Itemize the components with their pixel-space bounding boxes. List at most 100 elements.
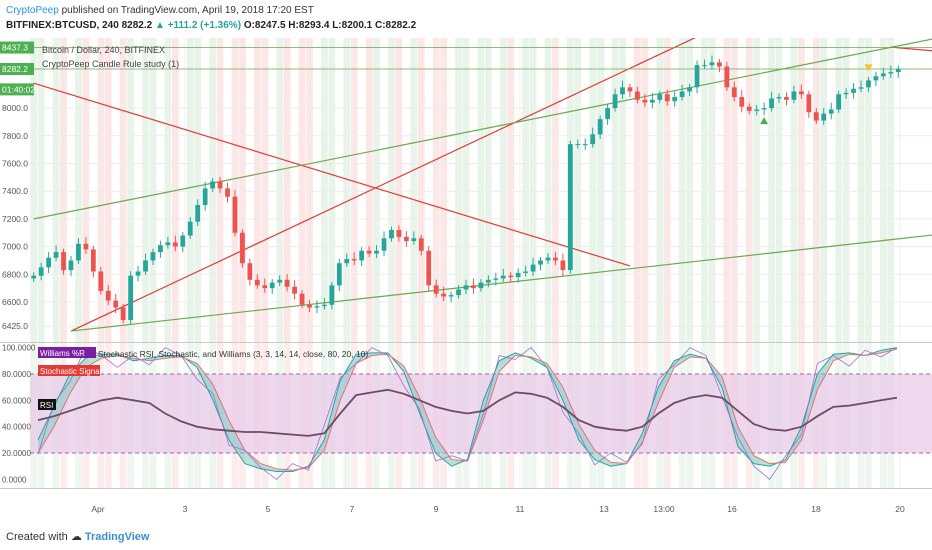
band (350, 38, 358, 342)
candle-body (128, 275, 134, 320)
time-tick-label: 13 (599, 504, 609, 514)
band (820, 38, 828, 342)
candle-body (575, 144, 581, 146)
chart-header: CryptoPeep published on TradingView.com,… (0, 0, 932, 38)
candle-body (396, 229, 402, 237)
candle-body (724, 66, 730, 88)
author-link[interactable]: CryptoPeep (6, 5, 59, 16)
candle-body (582, 144, 588, 146)
candle-body (657, 94, 663, 100)
candle-body (158, 245, 163, 253)
candle-body (679, 91, 685, 98)
candle-body (702, 65, 707, 67)
candle-body (165, 242, 171, 246)
osc-tick-label: 0.0000 (2, 475, 27, 484)
symbol-text: BITFINEX:BTCUSD, 240 8282.2 (6, 20, 153, 31)
signal-markers (760, 64, 873, 125)
axes: 8000.0 7800.0 7600.0 7400.0 7200.0 7000.0 6800… (0, 41, 905, 514)
band (142, 38, 149, 342)
band (410, 38, 418, 342)
time-tick-label: 20 (895, 504, 905, 514)
published-text: published on TradingView.com, April 19, … (61, 5, 314, 16)
price-tag-box (0, 63, 34, 76)
candle-body (642, 99, 648, 103)
candle-body (597, 119, 603, 135)
candle-body (456, 289, 461, 296)
band (30, 38, 38, 342)
candle-body (627, 87, 633, 92)
price-tag-label: 8282.2 (2, 64, 28, 74)
band (395, 38, 403, 342)
band (678, 38, 686, 342)
candle-body (247, 263, 253, 280)
candle-body (500, 275, 506, 279)
band (253, 38, 261, 342)
band (283, 38, 291, 342)
band (75, 38, 82, 342)
osc-tick-label: 100.0000 (2, 344, 36, 353)
candle-body (754, 109, 760, 111)
candle-body (113, 300, 119, 308)
band (768, 38, 775, 342)
band (887, 38, 895, 342)
symbol-title: Bitcoin / Dollar, 240, BITFINEX (42, 45, 165, 55)
candle-body (687, 87, 692, 92)
created-with-text: Created with (6, 531, 68, 543)
candle-body (605, 108, 610, 120)
candle-body (299, 293, 305, 305)
band (440, 38, 447, 342)
chart-area[interactable]: 8000.0 7800.0 7600.0 7400.0 7200.0 7000.0 6800… (0, 38, 932, 518)
candle-body (269, 282, 275, 289)
candle-body (180, 235, 186, 247)
band (857, 38, 865, 342)
band (499, 38, 507, 342)
candle-body (493, 278, 499, 280)
osc-tick-label: 40.0000 (2, 423, 31, 432)
candle-body (791, 91, 797, 100)
candle-body (61, 252, 66, 271)
price-tick-label: 6600.0 (2, 297, 28, 307)
legend-williams: Williams %R (40, 349, 85, 358)
band (589, 38, 597, 342)
candle-body (344, 259, 350, 264)
candle-body (441, 293, 447, 297)
candle-body (232, 196, 238, 233)
time-tick-label: 13:00 (653, 504, 675, 514)
band (522, 38, 529, 342)
candle-body (895, 69, 901, 73)
band (455, 38, 462, 342)
time-tick-label: 9 (434, 504, 439, 514)
band (507, 38, 515, 342)
band (596, 38, 604, 342)
candle-body (68, 260, 74, 271)
candle-body (31, 275, 37, 279)
band (417, 38, 425, 342)
time-tick-label: 3 (183, 504, 188, 514)
candle-body (553, 257, 558, 261)
candle-body (374, 250, 379, 254)
candle-body (351, 259, 357, 261)
ohlc-values: O:8247.5 H:8293.4 L:8200.1 C:8282.2 (243, 20, 417, 31)
rsi-line (37, 388, 898, 437)
tradingview-link[interactable]: TradingView (84, 531, 150, 543)
band (730, 38, 738, 342)
candle-body (329, 285, 335, 305)
band (194, 38, 202, 342)
candle-body (731, 87, 737, 98)
candle-body (83, 243, 89, 250)
oscillator-lines (30, 347, 932, 480)
candle-body (717, 62, 722, 67)
candle-body (381, 238, 387, 251)
osc-tick-label: 80.0000 (2, 370, 31, 379)
candle-body (240, 232, 245, 264)
candle-body (515, 272, 521, 278)
candle-body (620, 87, 625, 95)
candle-body (292, 286, 297, 294)
band (656, 38, 664, 342)
oscillator-title: Stochastic RSI, Stochastic, and Williams… (98, 349, 368, 359)
candle-body (98, 271, 104, 291)
trendlines (30, 38, 932, 332)
candle-body (448, 295, 454, 297)
candle-body (217, 181, 223, 189)
candle-body (463, 285, 469, 290)
